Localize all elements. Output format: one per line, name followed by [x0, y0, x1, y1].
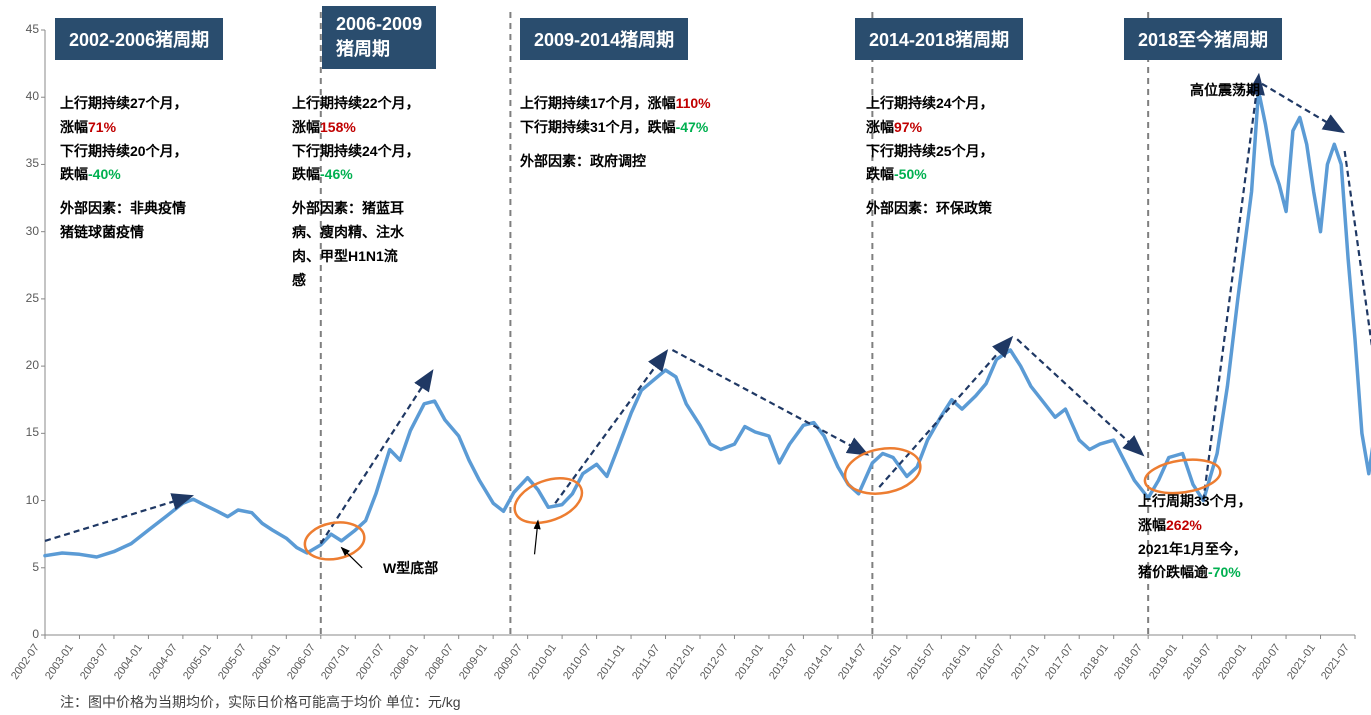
y-axis-label: 15 — [9, 425, 39, 439]
annotation-block5: 上行周期33个月，涨幅262%2021年1月至今，猪价跌幅逾-70% — [1138, 490, 1252, 585]
y-axis-label: 45 — [9, 22, 39, 36]
cycle-header-h4: 2014-2018猪周期 — [855, 18, 1023, 60]
footnote: 注：图中价格为当期均价，实际日价格可能高于均价 单位：元/kg — [60, 692, 461, 712]
w-bottom-ellipse — [509, 470, 588, 532]
trend-arrow — [45, 497, 190, 541]
chart-container: 0510152025303540452002-072003-012003-072… — [0, 0, 1371, 715]
w-bottom-ellipse — [302, 518, 367, 564]
y-axis-label: 25 — [9, 291, 39, 305]
y-axis-label: 20 — [9, 358, 39, 372]
label-w_bottom: W型底部 — [383, 558, 438, 578]
callout-arrow — [535, 521, 538, 555]
y-axis-label: 40 — [9, 89, 39, 103]
annotation-block3: 上行期持续17个月，涨幅110%下行期持续31个月，跌幅-47%外部因素：政府调… — [520, 92, 711, 173]
cycle-header-h1: 2002-2006猪周期 — [55, 18, 223, 60]
cycle-header-h2: 2006-2009猪周期 — [322, 6, 436, 69]
cycle-header-h3: 2009-2014猪周期 — [520, 18, 688, 60]
annotation-block1: 上行期持续27个月，涨幅71%下行期持续20个月，跌幅-40%外部因素：非典疫情… — [60, 92, 188, 245]
trend-arrow — [1203, 77, 1258, 501]
label-high_osc: 高位震荡期 — [1190, 80, 1260, 100]
annotation-block2: 上行期持续22个月，涨幅158%下行期持续24个月，跌幅-46%外部因素：猪蓝耳… — [292, 92, 420, 292]
y-axis-label: 0 — [9, 627, 39, 641]
y-axis-label: 30 — [9, 224, 39, 238]
y-axis-label: 10 — [9, 493, 39, 507]
trend-arrow — [1345, 151, 1371, 447]
annotation-block4: 上行期持续24个月，涨幅97%下行期持续25个月，跌幅-50%外部因素：环保政策 — [866, 92, 994, 221]
y-axis-label: 5 — [9, 560, 39, 574]
y-axis-label: 35 — [9, 156, 39, 170]
cycle-header-h5: 2018至今猪周期 — [1124, 18, 1282, 60]
trend-arrow — [321, 373, 431, 544]
